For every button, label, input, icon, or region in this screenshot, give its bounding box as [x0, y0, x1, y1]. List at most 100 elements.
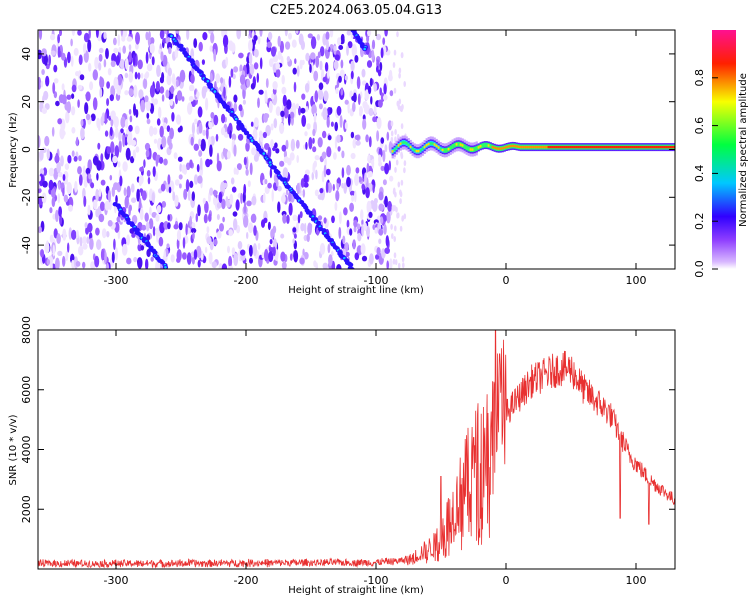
spectrogram-noise-cell — [193, 249, 198, 260]
spectrogram-noise-cell — [71, 127, 76, 134]
signal-band-core — [575, 145, 578, 149]
spectrogram-noise-cell — [330, 121, 334, 127]
spectrogram-noise-cell — [209, 72, 213, 83]
spectrogram-noise-cell — [151, 56, 155, 66]
signal-band-core — [597, 145, 600, 149]
signal-band-core — [645, 145, 648, 149]
spectrogram-noise-cell — [403, 167, 406, 174]
spectrogram-streak-peak — [206, 79, 210, 83]
spectrogram-noise-cell — [388, 69, 393, 80]
spectrogram-noise-cell — [336, 178, 341, 184]
spectrogram-noise-cell — [64, 163, 70, 171]
spectrogram-noise-cell — [398, 98, 402, 105]
spectrogram-noise-cell — [90, 182, 95, 189]
spectrogram-noise-cell — [374, 227, 379, 234]
signal-band-core — [503, 146, 506, 149]
spectrogram-noise-cell — [262, 131, 267, 139]
spectrogram-noise-cell — [107, 220, 113, 227]
spectrogram-noise-cell — [280, 251, 286, 262]
spectrogram-noise-cell — [267, 221, 271, 231]
spectrogram-noise-cell — [322, 262, 329, 269]
spectrogram-noise-cell — [228, 255, 233, 268]
spectrogram-noise-cell — [170, 254, 175, 263]
spectrogram-noise-cell — [324, 157, 327, 167]
spectrogram-noise-cell — [138, 197, 142, 209]
spectrogram-noise-cell — [149, 85, 155, 98]
spectrogram-noise-cell — [298, 105, 301, 116]
spectrogram-noise-cell — [276, 180, 279, 188]
spectrogram-noise-cell — [151, 192, 155, 203]
spectrogram-noise-cell — [89, 237, 94, 250]
spectrogram-streak-peak — [170, 34, 173, 38]
spectrogram-noise-cell — [167, 174, 171, 185]
spectrogram-noise-cell — [227, 265, 234, 269]
spectrogram-noise-cell — [168, 142, 173, 150]
spectrogram-noise-cell — [383, 94, 388, 101]
spectrogram-noise-cell — [155, 80, 160, 92]
signal-band-core — [595, 145, 598, 149]
spectrogram-noise-cell — [46, 148, 50, 160]
spectrogram-noise-cell — [334, 201, 338, 211]
spectrogram-noise-cell — [293, 81, 297, 93]
spectrogram-noise-cell — [243, 183, 247, 196]
signal-band-core — [415, 150, 418, 153]
spectrogram-streak-mark — [275, 170, 281, 175]
spectrogram-noise-cell — [58, 206, 62, 218]
spectrogram-noise-cell — [275, 68, 281, 78]
spectrogram-noise-cell — [295, 103, 300, 110]
spectrogram-streak-mark — [178, 43, 184, 49]
spectrogram-noise-cell — [156, 231, 159, 243]
spectrogram-noise-cell — [317, 51, 321, 58]
spectrogram-noise-cell — [267, 146, 272, 159]
spectrogram-noise-cell — [211, 261, 217, 269]
spectrogram-noise-cell — [107, 189, 112, 203]
spectrogram-noise-cell — [301, 93, 306, 100]
spectrogram-noise-cell — [137, 72, 141, 80]
spectrogram-noise-cell — [328, 254, 333, 267]
spectrogram-noise-cell — [210, 32, 215, 44]
spectrogram-noise-cell — [317, 88, 324, 100]
spectrogram-noise-cell — [366, 34, 370, 43]
spectrogram-noise-cell — [212, 190, 218, 196]
spectrogram-noise-cell — [226, 150, 231, 160]
spectrogram-noise-cell — [38, 175, 42, 182]
spectrogram-streak-peak — [262, 152, 266, 155]
spectrogram-noise-cell — [121, 243, 128, 256]
spectrogram-noise-cell — [344, 122, 348, 130]
spectrogram-noise-cell — [292, 238, 295, 244]
spectrogram-noise-cell — [304, 83, 310, 93]
spectrogram-noise-cell — [296, 182, 300, 195]
spectrogram-noise-cell — [79, 236, 83, 247]
spectrogram-noise-cell — [176, 257, 181, 263]
spectrogram-noise-cell — [168, 47, 172, 55]
signal-band-core — [567, 145, 570, 149]
spectrogram-noise-cell — [113, 182, 119, 191]
signal-band-core — [599, 145, 602, 149]
spectrogram-noise-cell — [54, 154, 60, 164]
spectrogram-noise-cell — [306, 123, 311, 130]
spectrogram-noise-cell — [43, 53, 48, 66]
spectrogram-noise-cell — [231, 247, 236, 256]
spectrogram-noise-cell — [305, 141, 308, 150]
spectrogram-noise-cell — [222, 147, 227, 157]
signal-band-core — [545, 145, 548, 149]
spectrogram-noise-cell — [250, 121, 254, 127]
spectrogram-noise-cell — [83, 32, 90, 43]
spectrogram-noise-cell — [52, 244, 55, 257]
spectrogram-noise-cell — [103, 31, 107, 40]
spectrogram-noise-cell — [78, 174, 83, 186]
spectrogram-noise-cell — [366, 60, 373, 68]
spectrogram-noise-cell — [394, 259, 398, 266]
spectrogram-noise-cell — [135, 109, 139, 118]
signal-band-core — [613, 145, 616, 149]
spectrogram-noise-cell — [56, 161, 61, 174]
spectrogram-noise-cell — [354, 252, 360, 261]
spectrogram-noise-cell — [303, 234, 308, 242]
spectrogram-noise-cell — [382, 37, 386, 45]
spectrogram-noise-cell — [353, 92, 357, 103]
spectrogram-noise-cell — [179, 183, 182, 189]
spectrogram-noise-cell — [353, 226, 357, 233]
spectrogram-noise-cell — [82, 43, 87, 54]
spectrogram-x-tick-label: -200 — [234, 274, 259, 287]
spectrogram-x-ticks: -300 -200 -100 0 100 — [104, 30, 647, 287]
